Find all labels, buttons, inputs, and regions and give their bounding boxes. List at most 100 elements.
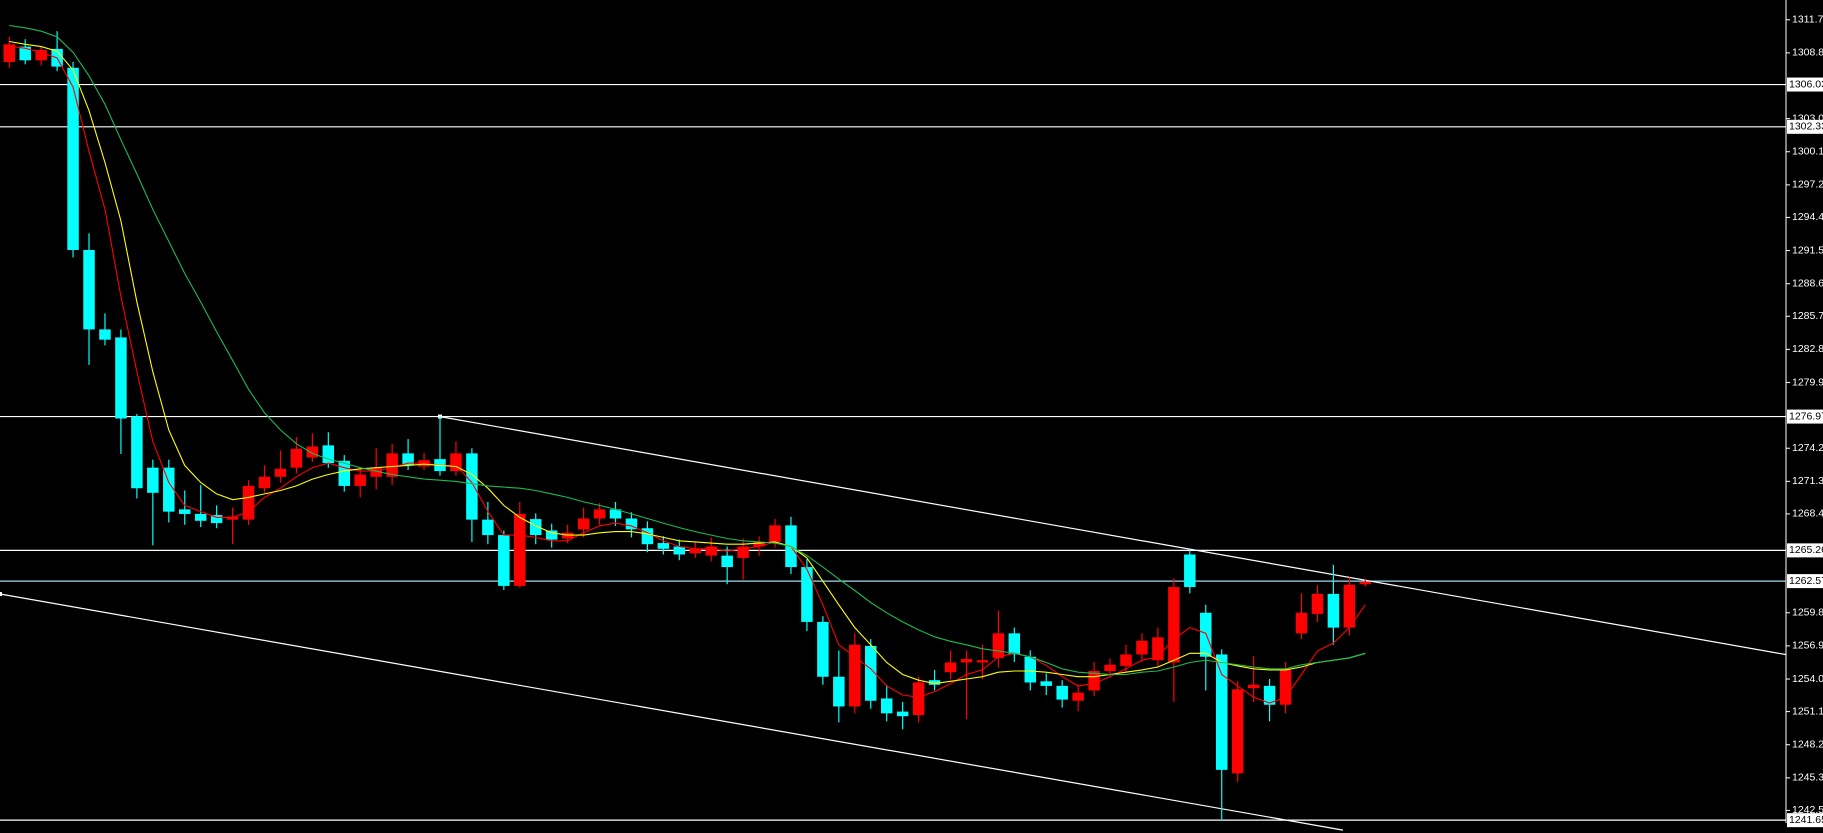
candle-body bbox=[178, 509, 191, 514]
candle-body bbox=[242, 485, 255, 520]
candle-body bbox=[226, 516, 239, 520]
y-tick-label: 1294.40 bbox=[1792, 211, 1823, 223]
price-line-label-box bbox=[1787, 574, 1823, 589]
candle-body bbox=[880, 698, 893, 714]
candle-body bbox=[1263, 685, 1276, 705]
price-line-label-box bbox=[1787, 77, 1823, 92]
candle-body bbox=[210, 515, 223, 524]
y-tick-label: 1279.95 bbox=[1792, 376, 1823, 388]
candle-body bbox=[944, 662, 957, 673]
candle-body bbox=[386, 453, 398, 477]
price-line-label: 1262.57 bbox=[1789, 575, 1823, 587]
candle-body bbox=[35, 50, 47, 61]
candle-body bbox=[19, 46, 31, 61]
price-line-label: 1306.03 bbox=[1789, 78, 1823, 90]
trend-line bbox=[439, 416, 1787, 656]
candle-body bbox=[147, 467, 159, 493]
candle-body bbox=[657, 543, 670, 549]
candle-body bbox=[450, 453, 462, 472]
candle-body bbox=[705, 546, 717, 556]
y-tick-label: 1251.15 bbox=[1792, 705, 1823, 717]
y-tick-label: 1300.15 bbox=[1792, 146, 1823, 158]
candle-body bbox=[1008, 633, 1021, 655]
candle-body bbox=[992, 633, 1005, 658]
candle-body bbox=[131, 416, 143, 489]
candle-body bbox=[1040, 681, 1052, 686]
y-tick-label: 1282.85 bbox=[1792, 343, 1823, 355]
candle-body bbox=[865, 645, 877, 701]
candle-body bbox=[1168, 587, 1180, 663]
y-tick-label: 1285.75 bbox=[1792, 310, 1823, 322]
candle-body bbox=[514, 513, 526, 586]
candle-body bbox=[529, 519, 542, 536]
candle-body bbox=[370, 467, 382, 477]
y-tick-label: 1268.45 bbox=[1792, 508, 1823, 520]
candle-body bbox=[306, 446, 319, 458]
y-tick-label: 1291.50 bbox=[1792, 244, 1823, 256]
candle-body bbox=[1120, 654, 1132, 666]
candle-body bbox=[194, 513, 207, 521]
candle-body bbox=[99, 329, 111, 340]
candle-body bbox=[1247, 684, 1260, 689]
candle-body bbox=[928, 680, 941, 685]
price-line-label-box bbox=[1787, 409, 1823, 424]
price-line-label-box bbox=[1787, 119, 1823, 134]
candle-body bbox=[1104, 664, 1116, 672]
candle-body bbox=[577, 518, 590, 530]
candle-body bbox=[115, 337, 127, 419]
candle-body bbox=[689, 548, 701, 554]
candle-body bbox=[1215, 654, 1228, 770]
candle-body bbox=[1136, 640, 1148, 655]
y-tick-label: 1288.60 bbox=[1792, 277, 1823, 289]
candle-body bbox=[1295, 612, 1308, 634]
y-tick-label: 1248.25 bbox=[1792, 739, 1823, 751]
candle-body bbox=[322, 445, 335, 464]
trend-line-anchor bbox=[0, 592, 2, 597]
candle-body bbox=[1200, 612, 1212, 657]
y-tick-label: 1297.25 bbox=[1792, 179, 1823, 191]
price-line-label-box bbox=[1787, 543, 1823, 558]
candle-body bbox=[1056, 685, 1068, 700]
candle-body bbox=[817, 621, 829, 677]
candle-body bbox=[641, 528, 654, 545]
candle-body bbox=[1343, 584, 1356, 628]
price-line-label-box bbox=[1787, 813, 1823, 828]
candle-body bbox=[849, 644, 861, 707]
candle-body bbox=[721, 555, 733, 568]
moving-average bbox=[9, 45, 1366, 704]
y-tick-label: 1311.70 bbox=[1792, 14, 1823, 26]
price-line-label: 1276.97 bbox=[1789, 410, 1823, 422]
candle-body bbox=[163, 467, 175, 512]
moving-average bbox=[9, 40, 1366, 685]
candle-body bbox=[912, 682, 925, 716]
candle-body bbox=[801, 567, 813, 622]
price-line-label: 1265.26 bbox=[1789, 544, 1823, 556]
candle-body bbox=[1359, 581, 1372, 585]
candle-body bbox=[3, 44, 15, 63]
candle-body bbox=[290, 448, 303, 468]
candle-body bbox=[976, 660, 989, 663]
candle-body bbox=[258, 476, 271, 489]
y-tick-label: 1245.35 bbox=[1792, 772, 1823, 784]
candle-body bbox=[1024, 656, 1037, 683]
candle-body bbox=[753, 541, 765, 547]
candle-body bbox=[274, 468, 287, 477]
candle-body bbox=[466, 453, 478, 520]
candle-body bbox=[609, 509, 622, 519]
candle-body bbox=[833, 676, 845, 707]
candle-body bbox=[1152, 637, 1164, 661]
candle-body bbox=[737, 546, 749, 558]
candle-body bbox=[1184, 554, 1196, 588]
y-tick-label: 1274.20 bbox=[1792, 442, 1823, 454]
y-tick-label: 1254.00 bbox=[1792, 673, 1823, 685]
y-tick-label: 1271.30 bbox=[1792, 475, 1823, 487]
y-tick-label: 1256.90 bbox=[1792, 640, 1823, 652]
price-line-label: 1241.65 bbox=[1789, 814, 1823, 826]
candle-body bbox=[1072, 692, 1084, 701]
candle-body bbox=[545, 530, 558, 540]
y-tick-label: 1308.80 bbox=[1792, 47, 1823, 59]
y-tick-label: 1259.80 bbox=[1792, 607, 1823, 619]
moving-average bbox=[9, 24, 1366, 676]
trend-line bbox=[0, 593, 1344, 831]
